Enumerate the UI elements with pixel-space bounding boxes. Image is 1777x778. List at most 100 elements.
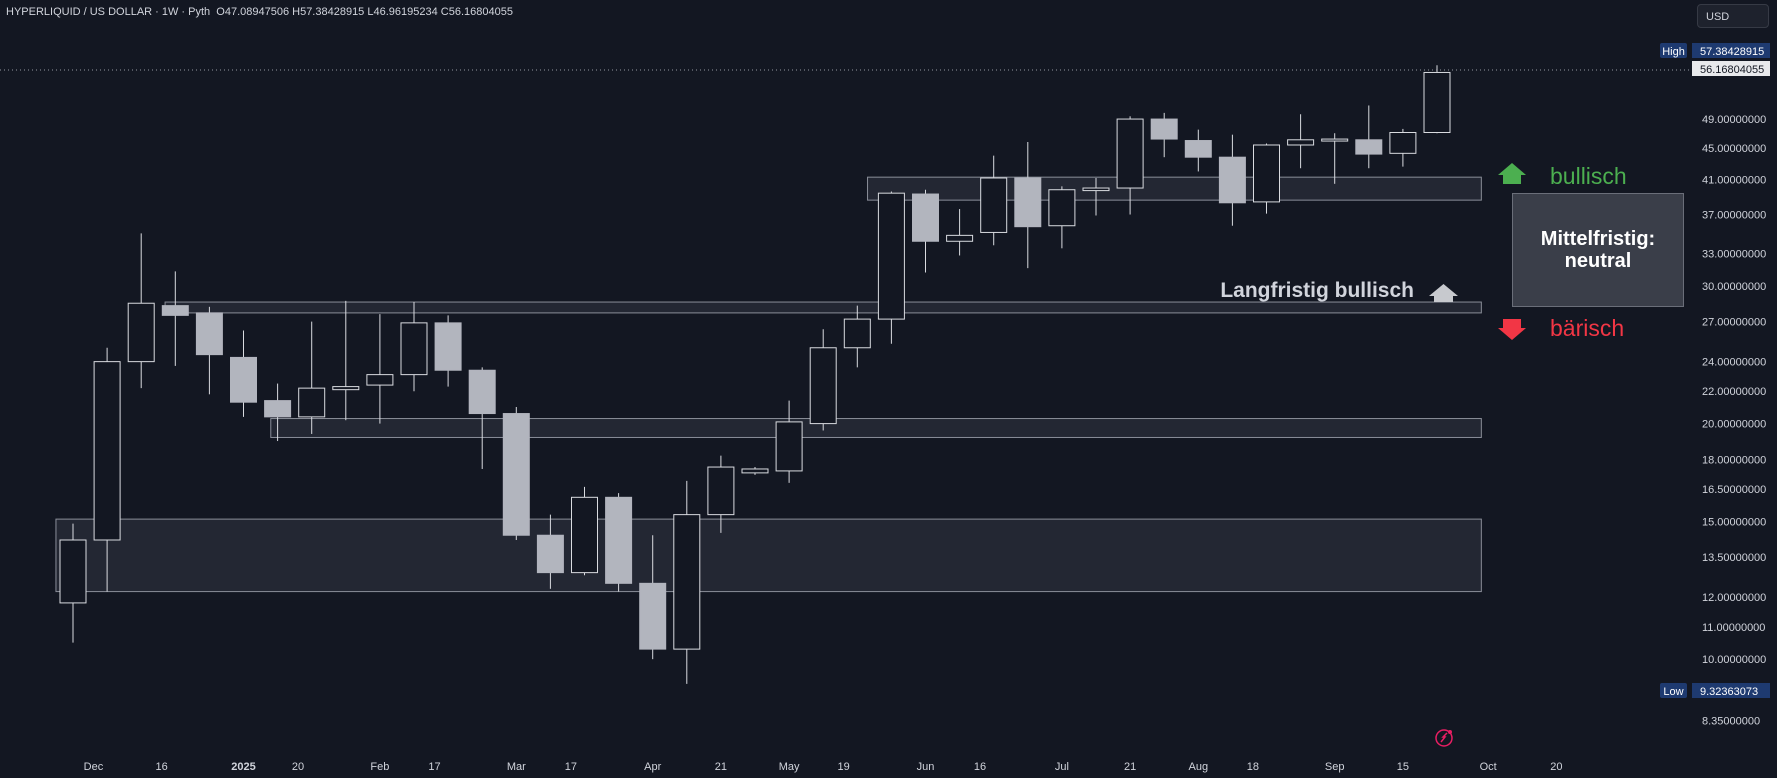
candle-body — [59, 539, 87, 604]
y-tick-label: 16.50000000 — [1702, 484, 1766, 496]
candle-body — [161, 305, 189, 316]
x-tick-label: 17 — [565, 761, 577, 773]
symbol-title: HYPERLIQUID / US DOLLAR · 1W · Pyth — [6, 6, 211, 18]
candle-body — [366, 374, 394, 386]
candle-body — [1082, 187, 1110, 192]
low-marker-box — [1692, 683, 1770, 698]
x-tick-label: 20 — [1550, 761, 1562, 773]
candle — [605, 493, 633, 592]
candle-body — [1218, 156, 1246, 204]
y-tick-label: 22.00000000 — [1702, 386, 1766, 398]
candle — [502, 407, 530, 540]
x-tick-label: Mar — [507, 761, 526, 773]
x-tick-label: 18 — [1247, 761, 1259, 773]
y-tick-label: 8.35000000 — [1702, 715, 1760, 727]
markers-layer: High 57.38428915 56.16804055 Low 9.32363… — [1660, 43, 1770, 698]
candle — [1082, 177, 1110, 216]
candle-body — [741, 468, 769, 474]
candle — [93, 347, 121, 592]
candles-layer — [59, 65, 1451, 684]
zone-2 — [270, 418, 1482, 438]
y-axis[interactable]: 49.00000000 45.00000000 41.00000000 37.0000… — [1702, 114, 1766, 727]
currency-button[interactable]: USD — [1697, 4, 1769, 28]
candle-body — [980, 177, 1008, 233]
candle — [1287, 114, 1315, 169]
candle-body — [1389, 132, 1417, 154]
x-tick-label: 20 — [292, 761, 304, 773]
candle — [1014, 142, 1042, 269]
zone-0 — [867, 176, 1482, 201]
high-marker-label: High — [1662, 46, 1685, 58]
candle — [912, 189, 939, 273]
neutral-line2: neutral — [1564, 250, 1632, 272]
candle — [809, 329, 837, 431]
low-marker-value: 9.32363073 — [1700, 686, 1758, 698]
candle-body — [127, 302, 155, 363]
candle-body — [93, 361, 121, 541]
candle-body — [1014, 177, 1042, 228]
y-tick-label: 49.00000000 — [1702, 114, 1766, 126]
candle-body — [1184, 140, 1212, 158]
replay-icon[interactable] — [1435, 729, 1453, 747]
x-axis[interactable]: Dec 16 2025 20 Feb 17 Mar 17 Apr 21 May 19 Jun 16 Jul 2… — [84, 761, 1563, 773]
x-tick-label: 21 — [715, 761, 727, 773]
candle-body — [946, 234, 974, 242]
candle — [264, 383, 292, 442]
neutral-box: Mittelfristig: neutral — [1512, 193, 1684, 307]
candle — [59, 523, 87, 643]
candle-body — [298, 387, 326, 418]
candle — [673, 480, 701, 684]
x-tick-label: May — [779, 761, 800, 773]
y-tick-label: 41.00000000 — [1702, 175, 1766, 187]
candle — [1355, 105, 1383, 169]
candle — [1389, 128, 1417, 167]
candle — [127, 233, 155, 389]
x-tick-label: Apr — [644, 761, 661, 773]
candle — [1423, 65, 1451, 134]
candle-body — [775, 421, 803, 472]
x-tick-label: 2025 — [231, 761, 255, 773]
candle-body — [707, 466, 735, 516]
y-tick-label: 33.00000000 — [1702, 248, 1766, 260]
y-tick-label: 24.00000000 — [1702, 357, 1766, 369]
x-tick-label: Oct — [1480, 761, 1497, 773]
candle — [1184, 129, 1212, 172]
candle-body — [1253, 144, 1280, 203]
zone-1 — [164, 301, 1482, 314]
candle-body — [673, 514, 701, 650]
candle-body — [1048, 189, 1076, 227]
candle — [741, 467, 769, 475]
x-tick-label: Sep — [1325, 761, 1345, 773]
candle — [1116, 116, 1144, 215]
candle — [1321, 133, 1349, 184]
candle-body — [1287, 139, 1315, 146]
candle — [946, 209, 974, 256]
y-tick-label: 20.00000000 — [1702, 419, 1766, 431]
candle-body — [536, 534, 564, 574]
y-tick-label: 45.00000000 — [1702, 143, 1766, 155]
candle — [366, 314, 394, 424]
candle-body — [571, 496, 598, 574]
zone-3 — [55, 518, 1482, 593]
candle — [843, 305, 871, 368]
candle-body — [877, 192, 905, 320]
candle-body — [434, 322, 462, 371]
zones-layer — [55, 176, 1482, 593]
x-tick-label: 16 — [974, 761, 986, 773]
high-marker-box — [1692, 43, 1770, 58]
candle — [195, 306, 223, 395]
candle — [400, 302, 428, 392]
candle — [639, 535, 667, 660]
candle-body — [843, 318, 871, 349]
x-tick-label: Jun — [917, 761, 935, 773]
candle — [1218, 134, 1246, 226]
candle — [571, 486, 598, 576]
x-tick-label: 15 — [1397, 761, 1409, 773]
x-tick-label: Aug — [1189, 761, 1209, 773]
high-marker-value: 57.38428915 — [1700, 46, 1764, 58]
candle — [1150, 112, 1178, 158]
bullish-label: bullisch — [1550, 163, 1627, 189]
candle — [332, 300, 360, 421]
candle — [877, 191, 905, 344]
